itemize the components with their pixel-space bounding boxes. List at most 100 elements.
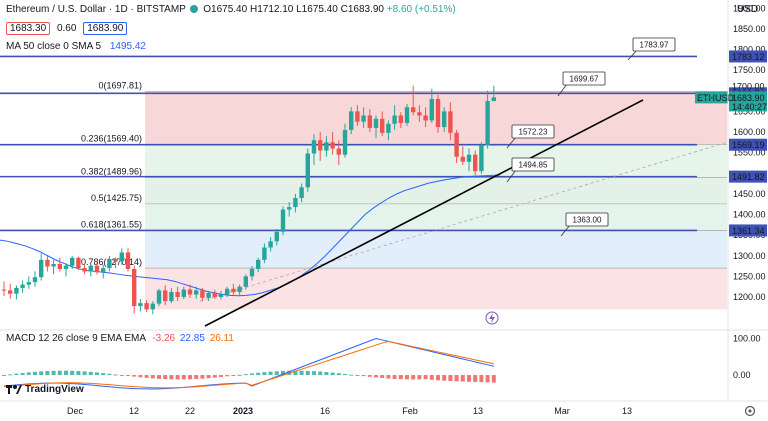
candle-body [392,115,397,124]
candle-body [429,99,434,121]
candle-body [45,259,50,267]
macd-legend[interactable]: MACD 12 26 close 9 EMA EMA -3.26 22.85 2… [6,333,234,344]
tradingview-logo[interactable]: TradingView [6,383,84,395]
macd-histogram-bar [386,375,391,379]
macd-histogram-bar [473,375,478,382]
symbol-tag [695,91,728,104]
candle-body [76,257,81,269]
macd-histogram-bar [64,370,68,376]
settings-gear-icon[interactable] [744,405,756,417]
macd-histogram-bar [448,375,453,382]
candle-body [423,115,428,121]
macd-histogram-bar [491,375,496,383]
candle-body [442,111,447,128]
candle-body [373,118,379,128]
macd-histogram-bar [405,375,409,380]
fib-zone [145,230,727,269]
lightning-bolt-icon [489,313,495,323]
candle-body [237,286,242,293]
macd-histogram-bar [119,375,124,377]
candle-body [132,268,137,307]
callout-leader [506,169,517,183]
level-price-label: 1491.82 [732,172,765,182]
macd-histogram-bar [150,375,155,379]
candle-body [485,101,490,146]
macd-histogram-bar [299,370,304,376]
macd-signal-value: 26.11 [209,333,234,344]
callout-label: 1572.23 [519,128,548,137]
macd-histogram-bar [417,375,422,380]
ohlc-high: H1712.10 [249,4,294,15]
macd-histogram-bar [330,372,335,376]
callout-box [632,37,676,52]
candle-body [113,259,118,262]
bid-price[interactable]: 1683.30 [6,22,51,35]
macd-histogram-bar [336,373,341,376]
macd-histogram-bar [169,375,174,380]
macd-value: 22.85 [179,333,205,344]
macd-histogram-bar [343,373,347,376]
y-tick-label: 1800.00 [733,45,766,55]
candle-body [156,290,162,304]
dashed-trendline [199,141,728,302]
macd-histogram-bar [454,375,459,382]
candle-body [280,209,286,232]
macd-histogram-bar [467,375,471,382]
candle-body [361,115,366,122]
callout-box [565,212,609,227]
candle-body [417,112,422,116]
level-price-tag [729,224,767,237]
level-price-label: 1361.34 [732,226,765,236]
callout-leader [627,49,638,61]
macd-tick-label: 100.00 [733,333,761,343]
fib-label: 0.236(1569.40) [81,134,142,144]
ohlc-open: O1675.40 [203,4,248,15]
candle-body [20,284,25,288]
candle-body [194,290,199,295]
fib-label: 0.5(1425.75) [91,193,142,203]
ohlc-change: +8.60 (+0.51%) [386,4,456,15]
ma-label: MA 50 close 0 SMA 5 [6,41,102,52]
macd-histogram-bar [256,372,261,376]
macd-histogram-bar [281,370,285,376]
macd-histogram-bar [26,372,31,376]
ask-price[interactable]: 1683.90 [83,22,128,35]
currency-label[interactable]: USD [737,4,759,15]
chart-header: Ethereum / U.S. Dollar · 1D · BITSTAMP O… [6,4,456,15]
current-price-label: 1683.90 [732,93,765,103]
candle-body [448,111,453,133]
callout-box [562,71,606,86]
macd-histogram-bar [157,375,161,379]
candle-body [256,259,261,269]
candle-body [32,277,38,283]
macd-histogram-bar [212,375,217,378]
macd-histogram-bar [312,371,316,376]
callout-leader [506,136,517,149]
x-tick-label: Mar [554,406,570,416]
candle-body [287,207,292,210]
candle-body [175,292,180,297]
current-price-tag [729,91,767,112]
candle-body [243,276,248,287]
candle-body [311,140,317,154]
ma-legend[interactable]: MA 50 close 0 SMA 5 1495.42 [6,41,146,52]
candle-body [14,287,19,294]
candle-body [94,265,100,273]
macd-histogram-bar [349,374,354,376]
support-trendline [204,99,644,327]
macd-histogram-bar [268,371,273,376]
symbol-title[interactable]: Ethereum / U.S. Dollar · 1D · BITSTAMP [6,4,186,15]
macd-line [3,337,494,390]
macd-histogram-bar [460,375,465,382]
x-tick-label: Feb [402,406,418,416]
candle-body [57,264,62,269]
tradingview-logo-icon [6,385,22,394]
macd-histogram-bar [355,375,360,377]
callout-label: 1363.00 [573,216,602,225]
countdown-label: 14:40:27 [732,102,767,112]
level-price-label: 1569.19 [732,140,765,150]
y-tick-label: 1550.00 [733,148,766,158]
macd-histogram-bar [101,373,106,376]
macd-histogram-bar [485,375,490,383]
